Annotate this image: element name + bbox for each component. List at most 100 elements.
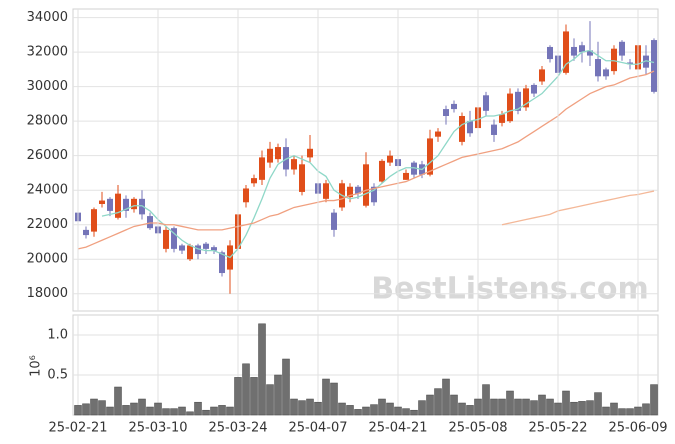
volume-bar	[330, 382, 338, 416]
volume-bar	[578, 401, 586, 416]
volume-bar	[410, 409, 418, 416]
candle-body	[163, 229, 169, 249]
volume-bar	[602, 406, 610, 416]
volume-bar	[378, 398, 386, 416]
y-tick-label: 26000	[27, 148, 68, 163]
candle-body	[611, 48, 617, 72]
candle-body	[515, 91, 521, 111]
volume-bar	[538, 394, 546, 416]
volume-bar	[634, 406, 642, 416]
y-tick-label: 0.5	[47, 368, 68, 383]
candle-body	[451, 103, 457, 110]
candle-body	[651, 40, 657, 92]
volume-bar	[386, 402, 394, 416]
volume-bar	[530, 400, 538, 416]
candle-body	[347, 186, 353, 198]
candle-body	[467, 121, 473, 134]
volume-bar	[506, 390, 514, 416]
candle-body	[579, 45, 585, 53]
volume-bar	[234, 377, 242, 416]
candle-body	[371, 186, 377, 203]
volume-bar	[642, 403, 650, 416]
volume-bar	[106, 406, 114, 416]
candle-body	[627, 62, 633, 65]
candle-body	[131, 198, 137, 210]
y-tick-label: 20000	[27, 252, 68, 267]
volume-bar	[610, 402, 618, 416]
y-multiplier: 10⁶	[29, 355, 44, 377]
volume-bar	[650, 384, 658, 416]
volume-bar	[402, 408, 410, 416]
volume-bar	[306, 398, 314, 416]
volume-panel	[72, 314, 659, 416]
candle-body	[387, 155, 393, 163]
candle-body	[571, 46, 577, 56]
candle-body	[275, 147, 281, 160]
candle-body	[299, 164, 305, 192]
candle-body	[603, 69, 609, 77]
candle-body	[443, 109, 449, 116]
candle-body	[355, 186, 361, 194]
candle-body	[587, 50, 593, 56]
volume-bar	[282, 358, 290, 416]
volume-bar	[450, 394, 458, 416]
volume-bar	[394, 406, 402, 416]
volume-bar	[522, 398, 530, 416]
volume-bar	[370, 404, 378, 416]
volume-bar	[498, 398, 506, 416]
volume-bar	[442, 378, 450, 416]
candle-body	[195, 245, 201, 255]
volume-bar	[258, 323, 266, 416]
x-tick-label: 25-05-08	[448, 421, 507, 436]
volume-bar	[618, 408, 626, 416]
candle-body	[547, 46, 553, 60]
volume-bar	[490, 398, 498, 416]
candle-body	[251, 178, 257, 184]
volume-bar	[154, 402, 162, 416]
candle-body	[363, 164, 369, 206]
candle-body	[123, 198, 129, 211]
volume-bar	[346, 405, 354, 416]
candle-body	[403, 172, 409, 180]
volume-bar	[426, 394, 434, 416]
volume-bar	[138, 398, 146, 416]
volume-bar	[434, 388, 442, 416]
candle-body	[91, 209, 97, 232]
x-tick-label: 25-06-09	[608, 421, 667, 436]
x-tick-label: 25-02-21	[48, 421, 107, 436]
volume-bar	[338, 402, 346, 416]
y-tick-label: 28000	[27, 114, 68, 129]
candle-body	[539, 69, 545, 82]
volume-bar	[162, 408, 170, 416]
volume-bar	[322, 378, 330, 416]
volume-bar	[482, 384, 490, 416]
candle-body	[459, 115, 465, 142]
volume-bar	[274, 374, 282, 416]
volume-bar	[298, 400, 306, 416]
price-panel	[72, 8, 659, 312]
volume-bar	[82, 403, 90, 416]
candle-body	[115, 193, 121, 218]
volume-bar	[354, 409, 362, 416]
watermark: BestListens.com	[371, 272, 649, 307]
volume-bar	[586, 400, 594, 416]
volume-bar	[170, 408, 178, 416]
volume-bar	[74, 405, 82, 416]
y-tick-label: 34000	[27, 10, 68, 25]
candle-body	[243, 188, 249, 203]
volume-bar	[194, 401, 202, 416]
candle-body	[427, 138, 433, 175]
volume-bar	[362, 406, 370, 416]
y-tick-label: 24000	[27, 183, 68, 198]
x-tick-label: 25-05-22	[528, 421, 587, 436]
candle-body	[643, 55, 649, 68]
volume-bar	[178, 406, 186, 416]
volume-bar	[418, 400, 426, 416]
volume-bar	[114, 386, 122, 416]
volume-bar	[594, 392, 602, 416]
candle-body	[219, 252, 225, 274]
volume-bar	[250, 377, 258, 416]
y-tick-label: 22000	[27, 217, 68, 232]
volume-bar	[130, 402, 138, 416]
